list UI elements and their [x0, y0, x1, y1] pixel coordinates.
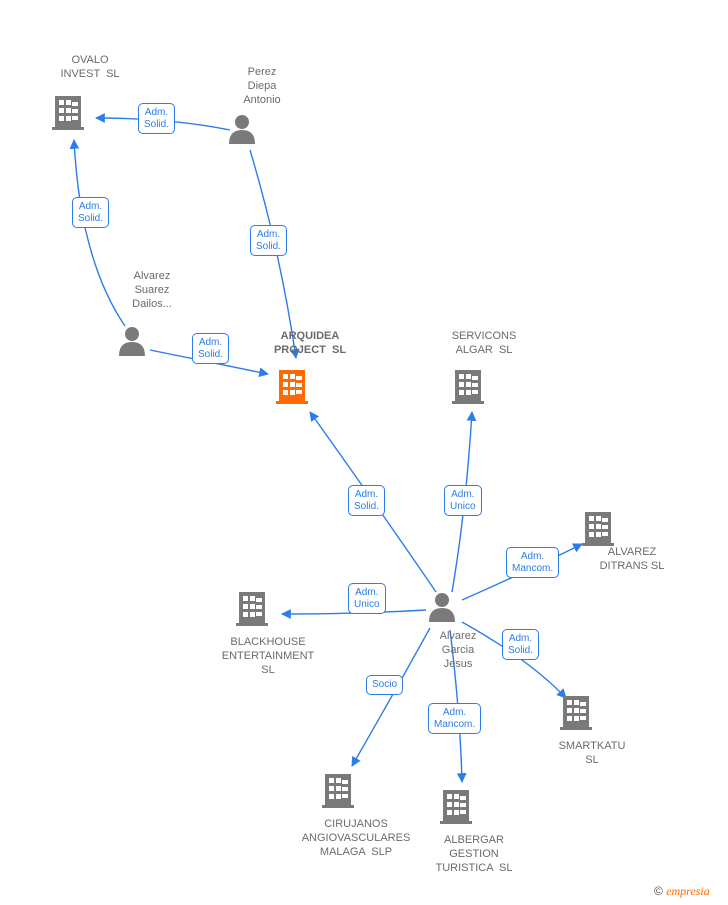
person-icon[interactable]	[119, 327, 145, 356]
building-icon[interactable]	[276, 370, 308, 404]
edge-label: Adm. Unico	[348, 583, 386, 614]
edge-label: Socio	[366, 675, 403, 695]
building-icon[interactable]	[236, 592, 268, 626]
edge-label: Adm. Solid.	[250, 225, 287, 256]
person-icon[interactable]	[229, 115, 255, 144]
building-icon[interactable]	[440, 790, 472, 824]
graph-canvas	[0, 0, 728, 905]
edge-label: Adm. Mancom.	[428, 703, 481, 734]
edge-label: Adm. Unico	[444, 485, 482, 516]
building-icon[interactable]	[52, 96, 84, 130]
edge-label: Adm. Solid.	[138, 103, 175, 134]
node-label[interactable]: OVALO INVEST SL	[50, 54, 130, 82]
copyright-brand: empresia	[666, 884, 710, 898]
node-label[interactable]: Alvarez Garcia Jesus	[423, 630, 493, 671]
node-label[interactable]: SERVICONS ALGAR SL	[434, 330, 534, 358]
building-icon[interactable]	[560, 696, 592, 730]
person-icon[interactable]	[429, 593, 455, 622]
node-label[interactable]: Alvarez Suarez Dailos...	[117, 270, 187, 311]
edge-label: Adm. Solid.	[348, 485, 385, 516]
building-icon[interactable]	[322, 774, 354, 808]
node-label[interactable]: Perez Diepa Antonio	[227, 66, 297, 107]
node-label[interactable]: CIRUJANOS ANGIOVASCULARES MALAGA SLP	[281, 818, 431, 859]
node-label[interactable]: ARQUIDEA PROJECT SL	[250, 330, 370, 358]
node-label[interactable]: SMARTKATU SL	[542, 740, 642, 768]
copyright-symbol: ©	[654, 884, 663, 898]
edge-label: Adm. Solid.	[502, 629, 539, 660]
building-icon[interactable]	[582, 512, 614, 546]
copyright: © empresia	[654, 884, 710, 899]
edge-label: Adm. Solid.	[192, 333, 229, 364]
node-label[interactable]: BLACKHOUSE ENTERTAINMENT SL	[208, 636, 328, 677]
edge-label: Adm. Solid.	[72, 197, 109, 228]
node-label[interactable]: ALBERGAR GESTION TURISTICA SL	[419, 834, 529, 875]
node-label[interactable]: ALVAREZ DITRANS SL	[587, 546, 677, 574]
building-icon[interactable]	[452, 370, 484, 404]
edge	[352, 628, 430, 766]
edge-label: Adm. Mancom.	[506, 547, 559, 578]
